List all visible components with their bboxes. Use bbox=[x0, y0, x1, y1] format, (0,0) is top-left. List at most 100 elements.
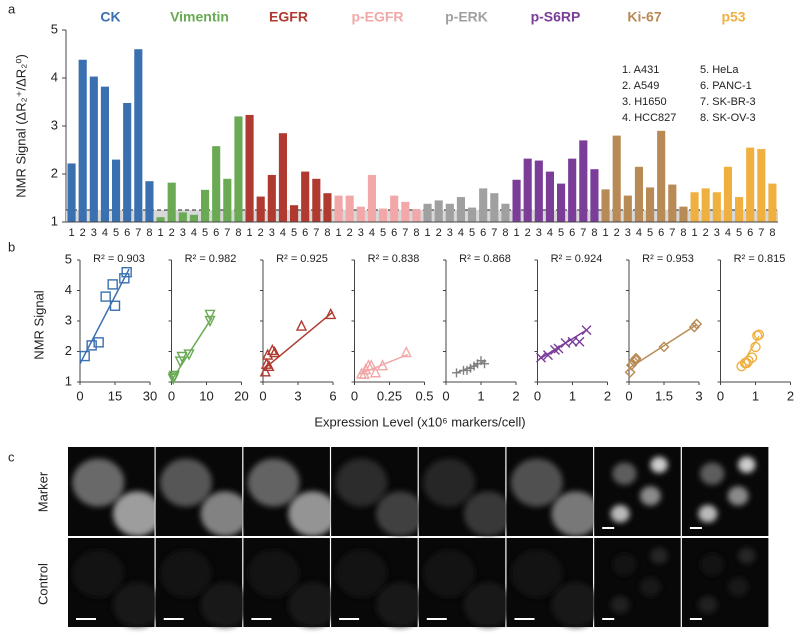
bar bbox=[434, 200, 443, 222]
x-tick-label: 3 bbox=[536, 227, 542, 239]
bar bbox=[67, 163, 76, 222]
bar bbox=[612, 135, 621, 222]
x-tick-label: 2 bbox=[169, 227, 175, 239]
cell bbox=[551, 582, 600, 628]
point bbox=[183, 349, 195, 361]
x-tick-label: 30 bbox=[143, 388, 157, 403]
x-tick-label: 3 bbox=[714, 227, 720, 239]
bar bbox=[623, 195, 632, 222]
x-tick-label: 2 bbox=[525, 227, 531, 239]
x-tick-label: 0 bbox=[168, 388, 175, 403]
cell bbox=[200, 491, 250, 537]
x-tick-label: 4 bbox=[102, 227, 108, 239]
point bbox=[100, 291, 111, 302]
x-tick-label: 5 bbox=[469, 227, 475, 239]
bar bbox=[356, 206, 365, 222]
bar bbox=[601, 189, 610, 222]
cell bbox=[640, 486, 661, 506]
x-tick-label: 8 bbox=[502, 227, 508, 239]
point bbox=[168, 370, 180, 382]
trend-line bbox=[262, 311, 334, 371]
x-tick-label: 7 bbox=[669, 227, 675, 239]
bar bbox=[234, 116, 243, 222]
group-label: Vimentin bbox=[170, 9, 229, 25]
micrograph bbox=[681, 538, 769, 627]
bar bbox=[367, 174, 376, 222]
x-tick-label: 4 bbox=[191, 227, 197, 239]
point bbox=[79, 350, 90, 362]
point bbox=[400, 346, 412, 358]
point bbox=[325, 307, 337, 320]
legend-entry: 1. A431 bbox=[622, 64, 659, 76]
cell bbox=[247, 458, 300, 507]
point bbox=[691, 318, 703, 330]
x-tick-label: 0 bbox=[534, 388, 541, 403]
y-axis-label: NMR Signal bbox=[31, 290, 46, 359]
r-squared: R² = 0.815 bbox=[734, 253, 786, 265]
panel-label: a bbox=[8, 1, 16, 16]
r-squared: R² = 0.868 bbox=[459, 253, 511, 265]
y-tick-label: 1 bbox=[51, 213, 58, 228]
micrograph bbox=[68, 538, 162, 628]
y-tick-label: 1 bbox=[65, 373, 72, 388]
bar bbox=[746, 147, 755, 222]
x-tick-label: 6 bbox=[747, 227, 753, 239]
x-tick-label: 7 bbox=[491, 227, 497, 239]
cell bbox=[610, 595, 630, 614]
x-tick-label: 4 bbox=[280, 227, 286, 239]
row-label: Marker bbox=[35, 471, 50, 512]
group-label: p53 bbox=[721, 9, 745, 25]
x-tick-label: 6 bbox=[124, 227, 130, 239]
x-tick-label: 2 bbox=[703, 227, 709, 239]
point bbox=[369, 366, 382, 378]
cell bbox=[335, 549, 388, 598]
legend-entry: 8. SK-OV-3 bbox=[700, 112, 756, 124]
bar bbox=[545, 171, 554, 222]
r-squared: R² = 0.925 bbox=[276, 253, 328, 265]
cell bbox=[72, 458, 125, 507]
legend-entry: 5. HeLa bbox=[700, 64, 739, 76]
bar bbox=[757, 149, 766, 222]
cell bbox=[610, 504, 630, 523]
x-tick-label: 1 bbox=[247, 227, 253, 239]
cell bbox=[727, 577, 749, 597]
x-tick-label: 3 bbox=[358, 227, 364, 239]
point bbox=[581, 325, 592, 336]
x-tick-label: 2 bbox=[787, 388, 794, 403]
group-label: CK bbox=[100, 9, 120, 25]
bar bbox=[156, 217, 165, 222]
point bbox=[86, 340, 97, 351]
x-tick-label: 0.5 bbox=[415, 388, 433, 403]
point bbox=[574, 336, 585, 347]
bar bbox=[78, 59, 87, 223]
x-tick-label: 3 bbox=[695, 388, 702, 403]
x-tick-label: 1 bbox=[69, 227, 75, 239]
bar bbox=[212, 146, 221, 222]
micrograph bbox=[506, 538, 600, 628]
x-tick-label: 1.5 bbox=[655, 388, 673, 403]
point bbox=[624, 366, 636, 378]
x-tick-label: 5 bbox=[202, 227, 208, 239]
point bbox=[553, 343, 564, 354]
cell bbox=[288, 582, 337, 628]
group-label: p-EGFR bbox=[351, 9, 403, 25]
x-tick-label: 6 bbox=[302, 227, 308, 239]
threshold-band bbox=[66, 210, 778, 222]
bar bbox=[657, 130, 666, 222]
x-tick-label: 2 bbox=[80, 227, 86, 239]
point bbox=[259, 365, 271, 377]
x-tick-label: 4 bbox=[636, 227, 642, 239]
legend-entry: 4. HCC827 bbox=[622, 112, 676, 124]
point bbox=[736, 360, 747, 372]
bar bbox=[523, 158, 532, 222]
x-tick-label: 2 bbox=[258, 227, 264, 239]
group-label: EGFR bbox=[269, 9, 308, 25]
micrograph bbox=[331, 538, 425, 628]
x-tick-label: 5 bbox=[558, 227, 564, 239]
cell bbox=[650, 547, 668, 564]
trend-line bbox=[358, 353, 408, 376]
cell bbox=[376, 491, 425, 537]
micrograph bbox=[594, 538, 681, 627]
cell bbox=[738, 547, 756, 564]
cell bbox=[160, 549, 212, 598]
